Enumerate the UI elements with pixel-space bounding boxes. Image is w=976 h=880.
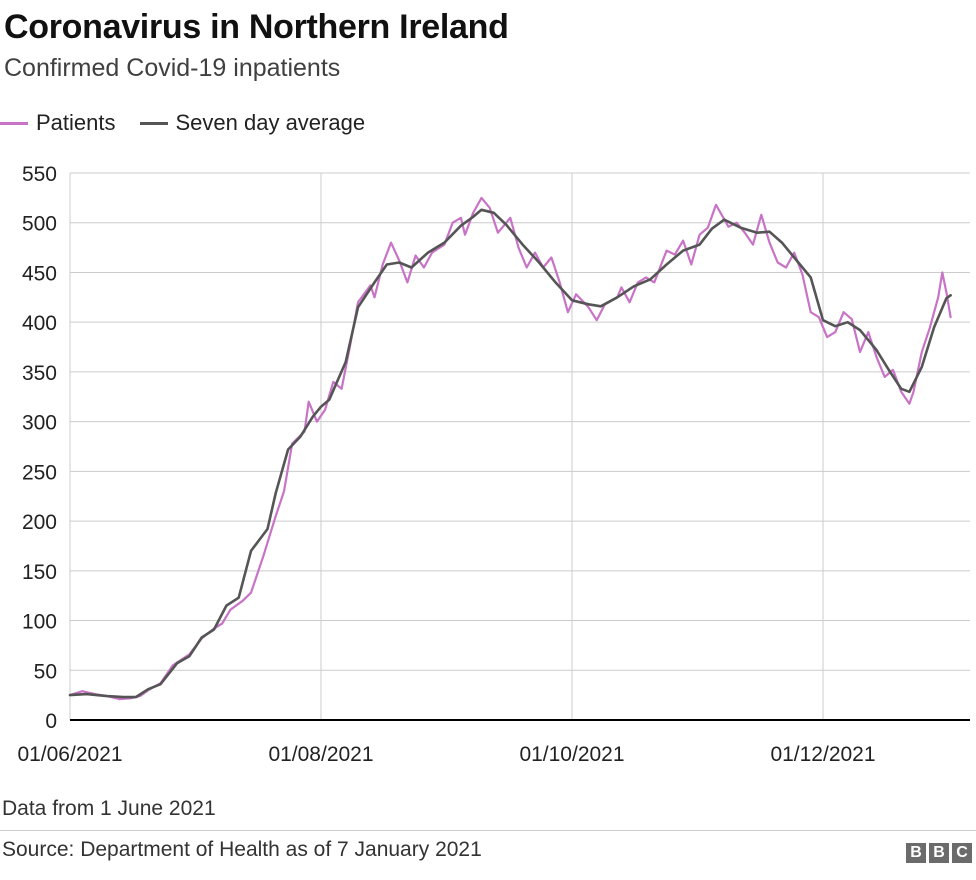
y-tick-label: 450 [22,262,57,285]
y-tick-label: 50 [34,660,57,683]
x-tick-label: 01/08/2021 [268,743,373,766]
grid-lines [69,172,970,720]
x-tick-label: 01/12/2021 [770,743,875,766]
legend-label-patients: Patients [36,110,116,135]
y-tick-label: 350 [22,362,57,385]
data-note: Data from 1 June 2021 [2,797,216,820]
bbc-logo-block: B [906,843,926,863]
y-tick-label: 250 [22,461,57,484]
series-lines [68,196,952,701]
y-tick-label: 100 [22,611,57,634]
legend-item-average: Seven day average [139,110,366,136]
legend-swatch-average [139,121,168,125]
chart-title: Coronavirus in Northern Ireland [4,8,509,46]
x-axis-tick-labels: 01/06/2021 01/08/2021 01/10/2021 01/12/2021 [17,743,875,766]
x-tick-label: 01/06/2021 [17,743,122,766]
y-tick-label: 500 [22,213,57,236]
legend-label-average: Seven day average [175,110,366,135]
y-tick-label: 550 [22,163,57,186]
source-text: Source: Department of Health as of 7 Jan… [2,838,482,861]
chart-legend: Patients Seven day average [0,108,389,138]
series-line-patients [68,196,952,701]
footer-divider [0,830,976,831]
bbc-logo-block: B [929,843,949,863]
y-axis-tick-labels: 0 50 100 150 200 250 300 350 400 450 500 550 [22,163,57,733]
y-tick-label: 200 [22,511,57,534]
y-tick-label: 400 [22,312,57,335]
line-chart: 0 50 100 150 200 250 300 350 400 450 500 550 01/06/… [17,163,970,766]
chart-subtitle: Confirmed Covid-19 inpatients [4,54,341,82]
series-line-seven-day-average [68,208,952,699]
legend-item-patients: Patients [0,110,116,136]
bbc-logo-block: C [952,843,972,863]
y-tick-label: 0 [45,710,57,733]
y-tick-label: 150 [22,561,57,584]
y-tick-label: 300 [22,412,57,435]
bbc-logo: B B C [906,843,972,863]
legend-swatch-patients [0,121,28,125]
x-tick-label: 01/10/2021 [519,743,624,766]
